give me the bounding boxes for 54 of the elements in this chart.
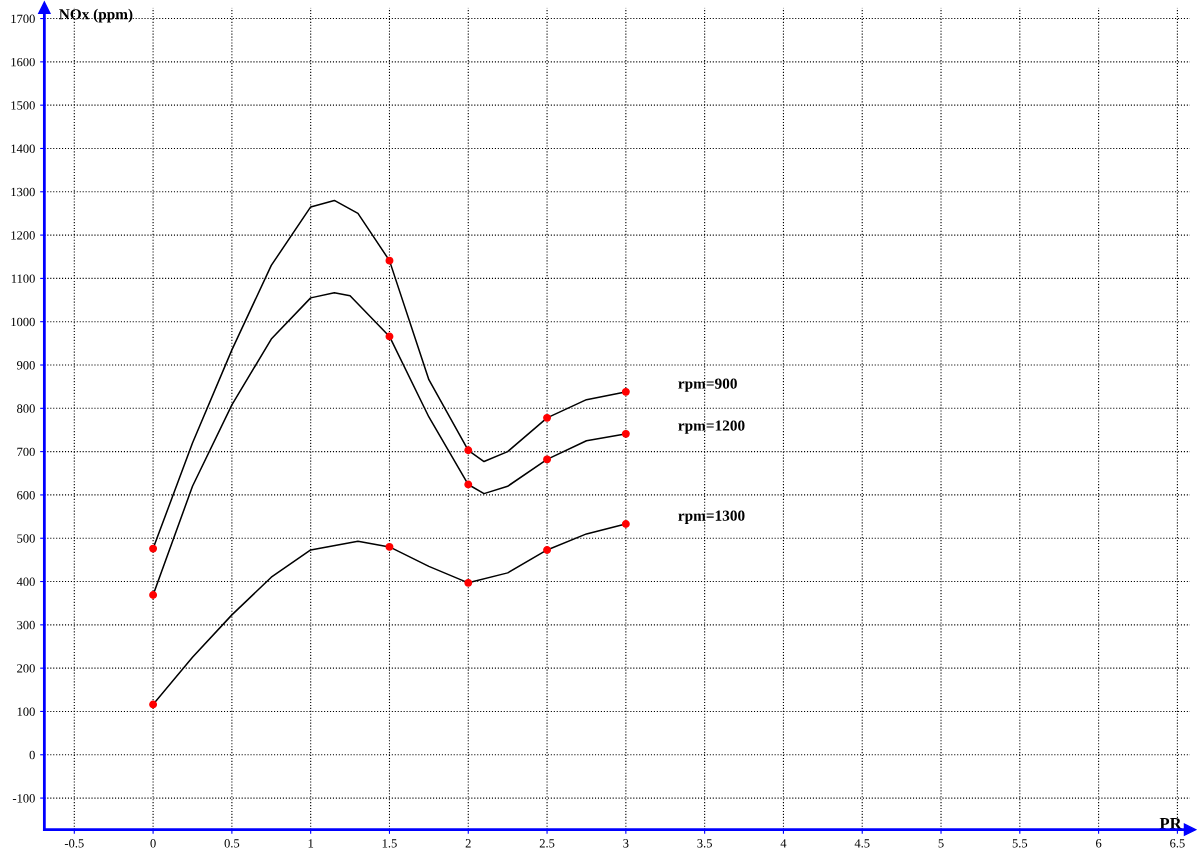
point [464,446,473,455]
y-tick-label: 100 [17,707,35,716]
y-tick-label: 900 [16,361,35,370]
y-tick-label: 1300 [11,187,35,197]
x-tick-label: 2.5 [539,839,555,848]
y-tick-label: 500 [17,534,35,543]
x-tick-label: -0.5 [64,839,84,848]
y-tick-label: 1700 [11,14,35,24]
point [464,480,473,489]
x-tick-label: 3 [623,839,629,848]
x-tick-label: 0 [150,839,156,848]
x-tick-label: 4.5 [854,839,870,848]
point [543,455,552,464]
y-tick-label: 400 [16,577,35,586]
x-tick-label: 6.5 [1170,839,1185,848]
y-tick-label: 1500 [11,101,35,110]
y-tick-label: 600 [17,490,35,500]
y-tick-label: 200 [17,664,35,673]
y-tick-label: 0 [29,750,35,760]
x-tick-label: 1.5 [382,839,397,848]
point [149,544,158,553]
x-tick-label: 5 [938,839,944,848]
y-axis-title: NOx (ppm) [59,8,133,23]
x-tick-label: 2 [465,839,471,848]
y-tick-label: 700 [17,447,35,457]
point [621,519,630,528]
point [464,578,473,587]
y-tick-label: -100 [12,794,35,803]
point [543,545,552,554]
y-tick-label: 300 [17,620,35,630]
point [385,542,394,551]
x-tick-label: 4 [780,839,787,848]
text: rpm=900 [678,378,737,392]
point [543,413,552,422]
point [621,429,630,438]
y-tick-label: 1400 [11,144,35,153]
x-axis-title: PR [1159,818,1182,829]
point [385,256,394,265]
y-tick-label: 1100 [11,274,35,283]
y-tick-label: 1600 [11,57,35,67]
x-tick-label: 5.5 [1012,839,1028,848]
text: rpm=1300 [678,510,745,524]
y-tick-label: 800 [17,404,35,413]
x-tick-label: 3.5 [697,839,712,848]
point [385,332,394,341]
x-tick-label: 6 [1096,839,1102,848]
y-tick-label: 1000 [11,317,35,327]
point [149,700,158,709]
point [149,591,158,599]
y-tick-label: 1200 [11,231,35,240]
text: rpm=1200 [678,420,745,434]
x-tick-label: 1 [308,839,314,848]
x-tick-label: 0.5 [224,839,240,848]
point [621,387,630,396]
